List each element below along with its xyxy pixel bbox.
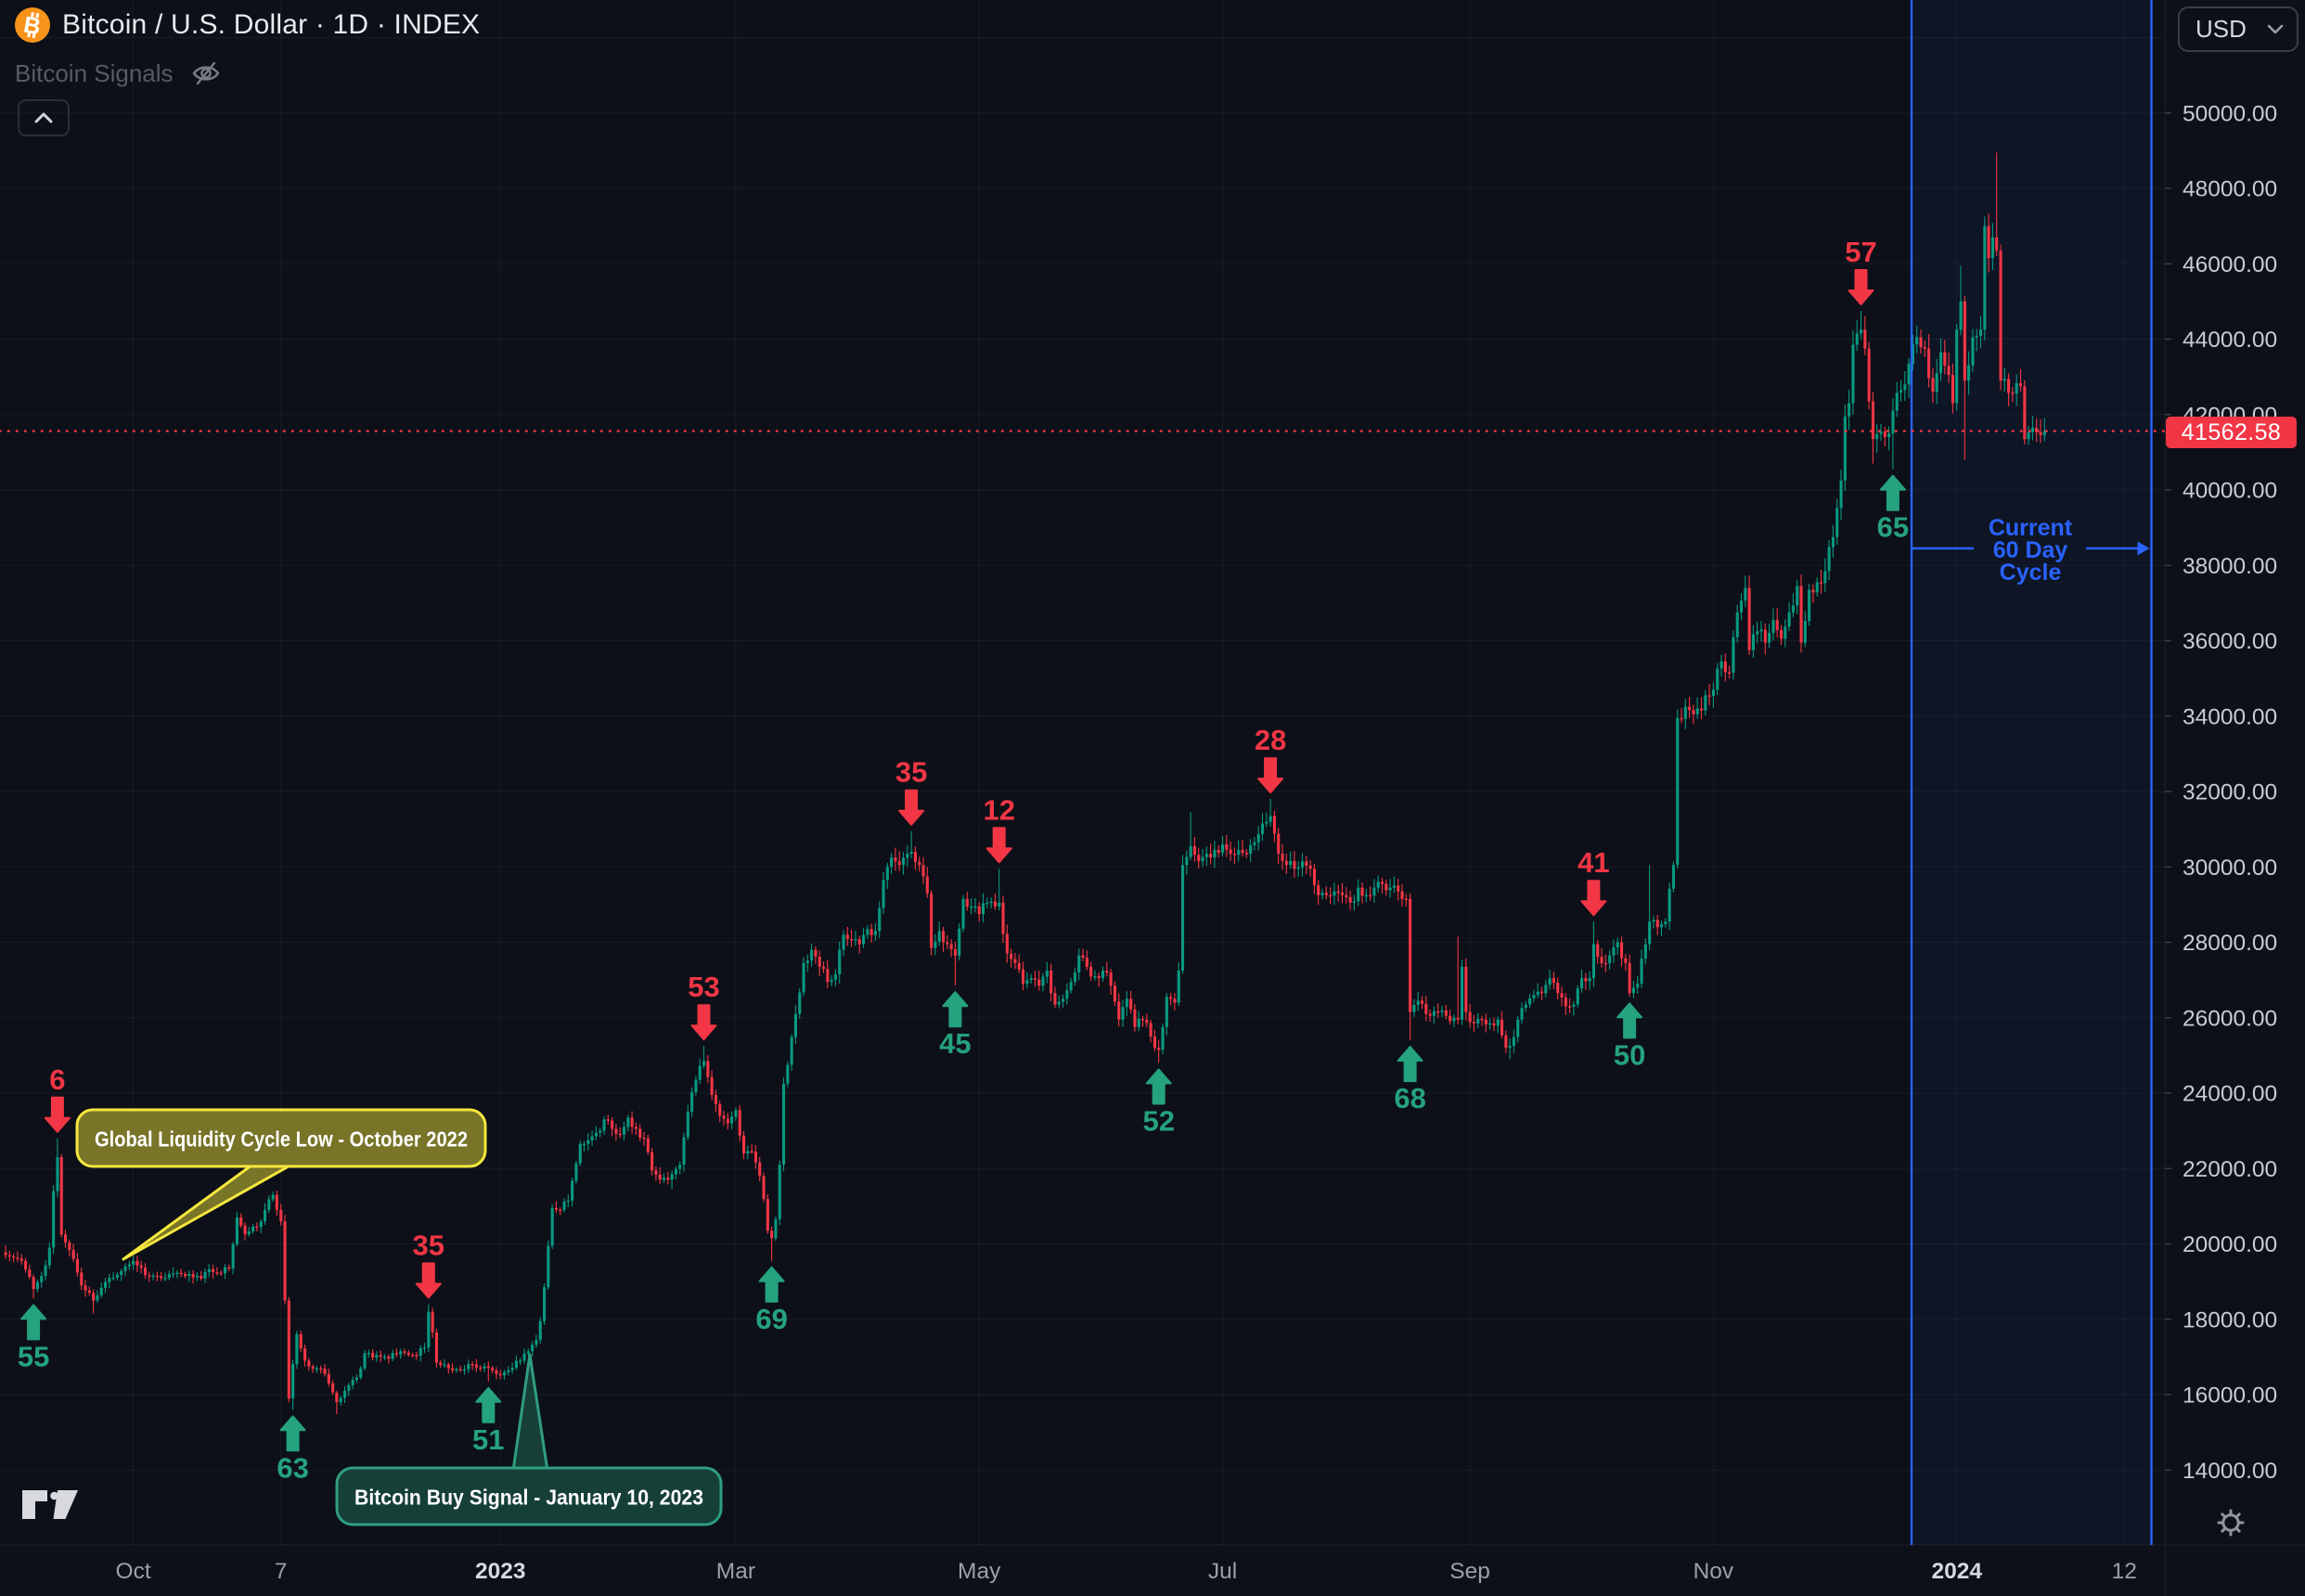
svg-text:24000.00: 24000.00 <box>2183 1082 2277 1107</box>
grid <box>0 0 2164 1545</box>
sell-marker: 35 <box>895 756 927 826</box>
svg-text:40000.00: 40000.00 <box>2183 479 2277 504</box>
svg-text:55: 55 <box>18 1340 49 1372</box>
symbol-legend[interactable]: B Bitcoin / U.S. Dollar · 1D · INDEX <box>15 7 480 43</box>
svg-text:Sep: Sep <box>1449 1559 1490 1584</box>
sell-marker: 28 <box>1255 724 1286 794</box>
symbol-title: Bitcoin / U.S. Dollar · 1D · INDEX <box>62 9 481 40</box>
svg-text:50: 50 <box>1614 1038 1645 1071</box>
indicator-legend[interactable]: Bitcoin Signals <box>15 58 222 89</box>
last-price-value: 41562.58 <box>2181 418 2282 445</box>
svg-text:7: 7 <box>275 1559 288 1584</box>
buy-marker: 68 <box>1394 1046 1426 1114</box>
signal-markers[interactable]: 6 35 53 35 12 28 41 57 55 63 51 69 45 52 68 50 65 <box>18 236 1909 1484</box>
currency-label: USD <box>2196 15 2247 43</box>
buy-marker: 52 <box>1142 1068 1175 1138</box>
indicator-name: Bitcoin Signals <box>15 58 174 87</box>
candles-layer <box>4 152 2046 1415</box>
svg-text:Bitcoin Buy Signal - January 1: Bitcoin Buy Signal - January 10, 2023 <box>354 1486 703 1510</box>
svg-text:38000.00: 38000.00 <box>2183 554 2277 579</box>
cycle-region <box>1912 0 2152 1545</box>
svg-text:45: 45 <box>939 1027 971 1060</box>
svg-text:12: 12 <box>983 793 1014 826</box>
svg-text:36000.00: 36000.00 <box>2183 629 2277 654</box>
chevron-up-icon <box>34 112 53 123</box>
svg-text:12: 12 <box>2112 1559 2137 1584</box>
tradingview-logo[interactable] <box>22 1487 87 1525</box>
svg-text:35: 35 <box>895 756 927 789</box>
svg-text:26000.00: 26000.00 <box>2183 1006 2277 1031</box>
svg-text:69: 69 <box>755 1303 787 1335</box>
svg-text:51: 51 <box>472 1423 504 1456</box>
cycle-boundary-lines[interactable] <box>1910 0 2153 1545</box>
currency-selector[interactable]: USD <box>2178 6 2299 52</box>
buy-marker: 55 <box>18 1304 49 1372</box>
svg-text:46000.00: 46000.00 <box>2183 252 2277 277</box>
settings-gear-icon[interactable] <box>2214 1506 2247 1539</box>
svg-text:Oct: Oct <box>116 1559 151 1584</box>
collapse-panel-button[interactable] <box>18 99 70 136</box>
svg-text:2023: 2023 <box>475 1559 526 1584</box>
svg-text:Current: Current <box>1989 515 2073 541</box>
time-axis[interactable]: Oct 7 2023 Mar May Jul Sep Nov 2024 12 <box>116 1559 2137 1584</box>
svg-text:52: 52 <box>1142 1105 1174 1138</box>
svg-text:28000.00: 28000.00 <box>2183 931 2277 956</box>
svg-text:May: May <box>958 1559 1001 1584</box>
sell-marker: 53 <box>688 971 720 1041</box>
svg-text:48000.00: 48000.00 <box>2183 177 2277 202</box>
svg-text:Global Liquidity Cycle Low - O: Global Liquidity Cycle Low - October 202… <box>95 1127 468 1152</box>
buy-marker: 45 <box>939 991 972 1060</box>
svg-text:34000.00: 34000.00 <box>2183 704 2277 729</box>
chevron-down-icon <box>2267 24 2284 34</box>
buy-marker: 69 <box>755 1266 788 1335</box>
svg-text:32000.00: 32000.00 <box>2183 780 2277 805</box>
svg-text:63: 63 <box>277 1451 308 1484</box>
eye-off-icon[interactable] <box>190 58 222 89</box>
svg-text:60 Day: 60 Day <box>1993 537 2068 563</box>
sell-marker: 41 <box>1577 846 1610 917</box>
svg-text:41: 41 <box>1577 846 1609 879</box>
svg-text:57: 57 <box>1845 236 1876 268</box>
buy-marker: 63 <box>277 1415 309 1484</box>
svg-text:65: 65 <box>1877 511 1909 544</box>
svg-text:30000.00: 30000.00 <box>2183 856 2277 881</box>
svg-text:Nov: Nov <box>1693 1559 1734 1584</box>
svg-text:2024: 2024 <box>1931 1559 1982 1584</box>
svg-text:18000.00: 18000.00 <box>2183 1307 2277 1332</box>
svg-text:Cycle: Cycle <box>2000 560 2062 586</box>
svg-text:Jul: Jul <box>1208 1559 1237 1584</box>
svg-text:14000.00: 14000.00 <box>2183 1459 2277 1484</box>
sell-marker: 6 <box>44 1063 71 1133</box>
price-axis[interactable]: 50000.0048000.0046000.0044000.0042000.00… <box>2165 101 2277 1484</box>
svg-text:35: 35 <box>413 1229 444 1262</box>
bitcoin-icon: B <box>15 7 50 43</box>
svg-text:B: B <box>21 12 43 41</box>
buy-marker: 50 <box>1614 1002 1645 1071</box>
svg-text:68: 68 <box>1394 1082 1425 1114</box>
svg-text:20000.00: 20000.00 <box>2183 1232 2277 1257</box>
svg-text:16000.00: 16000.00 <box>2183 1384 2277 1409</box>
buy-marker: 51 <box>472 1386 505 1456</box>
svg-text:Mar: Mar <box>716 1559 755 1584</box>
buy-signal-callout[interactable]: Bitcoin Buy Signal - January 10, 2023 <box>335 1353 723 1526</box>
svg-text:53: 53 <box>688 971 719 1003</box>
svg-text:50000.00: 50000.00 <box>2183 101 2277 126</box>
buy-marker: 65 <box>1877 474 1909 544</box>
sell-marker: 57 <box>1845 236 1877 305</box>
last-price-badge[interactable]: 41562.58 <box>2166 417 2297 448</box>
svg-text:28: 28 <box>1255 724 1286 756</box>
svg-text:6: 6 <box>49 1063 65 1096</box>
sell-marker: 12 <box>983 793 1015 864</box>
arrow-right-icon <box>2137 541 2150 556</box>
svg-text:22000.00: 22000.00 <box>2183 1157 2277 1182</box>
liquidity-cycle-callout[interactable]: Global Liquidity Cycle Low - October 202… <box>75 1108 487 1261</box>
sell-marker: 35 <box>413 1229 444 1299</box>
svg-text:44000.00: 44000.00 <box>2183 328 2277 353</box>
